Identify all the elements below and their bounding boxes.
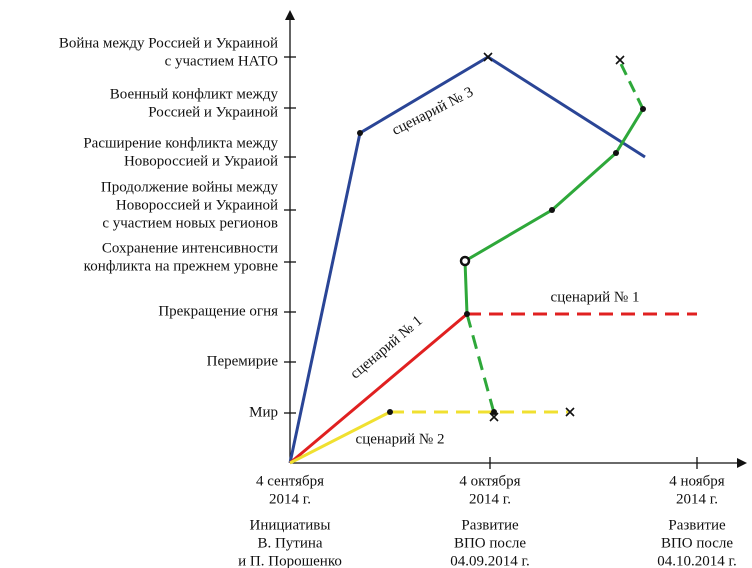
x-tick-note: Развитие [668,517,726,533]
y-level-label: Продолжение войны между [101,179,279,195]
x-tick-date: 4 сентября [256,473,324,489]
y-level-label: Расширение конфликта между [83,135,278,151]
x-tick-note: и П. Порошенко [238,553,342,568]
y-level-label: Новороссией и Украиной [116,197,278,213]
x-marker [565,407,575,417]
x-tick-date: 2014 г. [469,491,511,507]
x-tick-date: 4 ноября [669,473,725,489]
x-marker [615,55,625,65]
scenario-label: сценарий № 1 [347,313,425,382]
scenario-1-line [289,312,468,465]
point [459,255,471,267]
x-tick-note: Инициативы [250,517,331,533]
x-tick-note: ВПО после [454,535,526,551]
scenario-label: сценарий № 3 [390,84,476,139]
axes [285,10,747,468]
x-marker [489,412,499,422]
y-level-label: Перемирие [207,353,279,369]
x-tick-date: 2014 г. [676,491,718,507]
x-tick-note: Развитие [461,517,519,533]
green-dashed-down [465,313,496,414]
scenario-3-line [288,55,646,464]
point [464,311,470,317]
x-tick-note: В. Путина [257,535,322,551]
scenario-label: сценарий № 1 [551,289,640,305]
y-level-label: Новороссией и Украиой [124,153,278,169]
x-tick-date: 2014 г. [269,491,311,507]
x-marker [483,52,493,62]
y-level-label: Война между Россией и Украиной [59,35,278,51]
x-tick-note: 04.09.2014 г. [450,553,529,568]
point [387,409,393,415]
x-tick-note: 04.10.2014 г. [657,553,736,568]
point [491,409,497,415]
scenario-2-line [289,410,391,465]
y-level-label: Военный конфликт между [110,86,279,102]
y-level-label: конфликта на прежнем уровне [84,258,279,274]
scenario-label: сценарий № 2 [356,431,445,447]
x-tick-note: ВПО после [661,535,733,551]
y-level-label: Россией и Украиной [148,104,278,120]
x-markers [483,52,625,422]
y-level-label: Сохранение интенсивности [102,240,278,256]
green-dashed-up [618,61,645,110]
point [357,130,363,136]
scenario-lines [288,55,697,465]
point [613,150,619,156]
points [357,106,646,415]
y-level-label: с участием новых регионов [102,215,278,231]
y-level-label: с участием НАТО [165,53,279,69]
y-level-label: Мир [249,404,278,420]
point [640,106,646,112]
y-level-label: Прекращение огня [158,303,278,319]
x-tick-date: 4 октября [459,473,520,489]
point [549,207,555,213]
